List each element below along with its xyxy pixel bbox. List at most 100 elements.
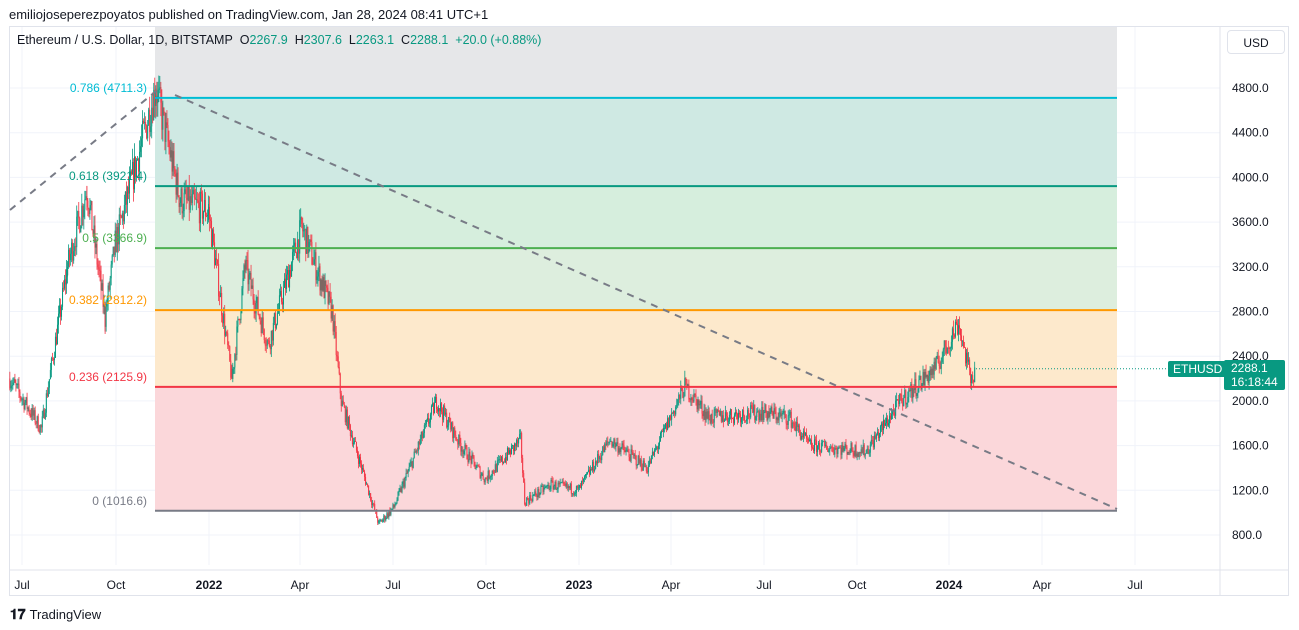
candle-body	[964, 346, 966, 348]
candle-body	[159, 87, 161, 89]
candle-body	[80, 226, 82, 233]
candle-body	[478, 465, 480, 467]
open-label: O	[239, 33, 250, 47]
candle-body	[192, 189, 194, 195]
candle-body	[392, 504, 394, 509]
candle-body	[73, 251, 75, 261]
candle-body	[273, 313, 275, 323]
candle-body	[20, 397, 22, 400]
candle-body	[817, 445, 819, 453]
candle-body	[679, 394, 681, 399]
candle-body	[879, 426, 881, 434]
candle-body	[194, 197, 196, 200]
candle-body	[703, 409, 705, 417]
symbol-title[interactable]: Ethereum / U.S. Dollar, 1D, BITSTAMP	[17, 33, 233, 47]
candle-body	[110, 264, 112, 279]
candle-body	[814, 439, 816, 451]
candle-body	[853, 453, 855, 456]
candle-body	[683, 396, 685, 398]
candle-body	[826, 444, 828, 450]
candle-body	[99, 269, 101, 271]
candle-body	[307, 226, 309, 254]
currency-button[interactable]: USD	[1227, 30, 1285, 54]
candle-body	[476, 465, 478, 468]
candle-body	[215, 258, 217, 266]
candle-body	[885, 423, 887, 426]
candle-body	[897, 399, 899, 401]
candle-body	[348, 416, 350, 426]
candle-body	[961, 335, 963, 342]
candle-body	[946, 347, 948, 354]
candle-body	[485, 478, 487, 479]
candle-body	[367, 483, 369, 486]
candle-body	[166, 122, 168, 126]
candle-body	[667, 418, 669, 430]
candle-body	[396, 500, 398, 504]
candle-body	[210, 219, 212, 221]
candle-body	[43, 409, 45, 419]
candle-body	[607, 441, 609, 443]
candle-body	[923, 372, 925, 386]
candle-body	[514, 443, 516, 451]
candle-body	[149, 109, 151, 132]
candle-body	[636, 465, 638, 466]
candle-body	[674, 410, 676, 415]
candle-body	[794, 426, 796, 432]
candle-body	[895, 400, 897, 416]
candle-body	[538, 489, 540, 496]
candle-body	[265, 345, 267, 347]
candle-body	[713, 409, 715, 423]
candle-body	[15, 382, 17, 385]
candle-body	[203, 200, 205, 212]
candle-body	[451, 422, 453, 430]
candle-body	[640, 459, 642, 468]
candle-body	[113, 246, 115, 255]
candle-body	[446, 412, 448, 428]
candle-body	[37, 416, 39, 431]
candle-body	[906, 402, 908, 405]
candle-body	[14, 378, 16, 383]
candle-body	[815, 439, 817, 441]
tradingview-logo[interactable]: 𝟏𝟕 TradingView	[10, 606, 101, 623]
candle-body	[114, 230, 116, 233]
candle-body	[477, 465, 479, 467]
candle-body	[668, 418, 670, 428]
candle-body	[582, 478, 584, 482]
candle-body	[158, 88, 160, 90]
candle-body	[497, 459, 499, 461]
candle-body	[783, 410, 785, 414]
candle-body	[426, 417, 428, 421]
candle-body	[851, 443, 853, 452]
candle-body	[355, 441, 357, 451]
candle-body	[415, 450, 417, 453]
y-tick-label: 4000.0	[1232, 170, 1269, 184]
candle-body	[285, 278, 287, 289]
candle-body	[100, 270, 102, 291]
candle-body	[920, 375, 922, 390]
candle-body	[581, 481, 583, 482]
candle-body	[212, 229, 214, 247]
candle-body	[723, 419, 725, 422]
candle-body	[944, 340, 946, 347]
last-price: 2288.1	[1231, 361, 1268, 375]
x-tick-label: Apr	[291, 578, 310, 592]
candle-body	[61, 306, 63, 317]
candle-body	[903, 397, 905, 407]
candle-body	[711, 414, 713, 423]
candle-body	[629, 457, 631, 461]
candle-body	[91, 201, 93, 231]
candle-body	[738, 412, 740, 420]
candle-body	[138, 159, 140, 172]
candle-body	[302, 223, 304, 232]
candle-body	[172, 151, 174, 172]
candle-body	[927, 374, 929, 383]
candle-body	[116, 226, 118, 253]
candle-body	[431, 403, 433, 406]
candle-body	[402, 481, 404, 485]
candle-body	[326, 285, 328, 288]
candle-body	[28, 407, 30, 414]
candle-body	[125, 191, 127, 205]
candle-body	[671, 413, 673, 420]
candle-body	[475, 467, 477, 469]
